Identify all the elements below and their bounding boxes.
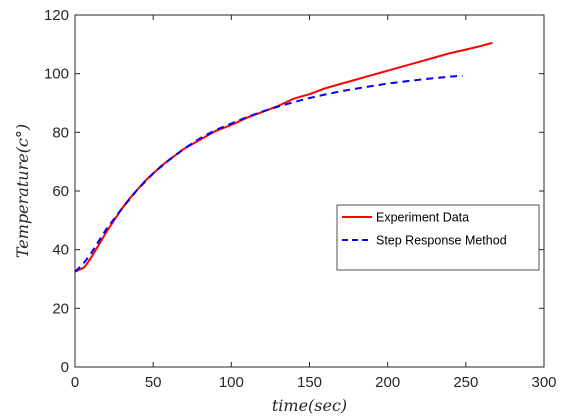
y-tick-label: 120 [44, 7, 69, 24]
series-line-experiment-data [74, 41, 493, 273]
y-tick-label: 40 [52, 242, 69, 259]
legend-label-step-response-method: Step Response Method [376, 234, 507, 248]
y-tick-label: 60 [52, 183, 69, 200]
x-tick-label: 50 [145, 374, 162, 391]
x-tick-label: 200 [375, 374, 400, 391]
y-tick-label: 80 [52, 124, 69, 141]
x-tick-label: 0 [71, 374, 79, 391]
legend: Experiment Data Step Response Method [336, 204, 540, 271]
x-tick-label: 100 [219, 374, 244, 391]
x-tick-label: 150 [297, 374, 322, 391]
plot-area [75, 15, 544, 367]
y-tick-label: 20 [52, 300, 69, 317]
legend-label-experiment-data: Experiment Data [376, 211, 469, 225]
y-axis-label: Temperature(c°) [13, 124, 32, 258]
legend-box [336, 204, 540, 271]
ticks-layer: 0 50 100 150 200 250 300 0 20 40 60 80 100 120 [44, 7, 557, 391]
series-layer [74, 41, 493, 273]
x-axis-label: time(sec) [272, 396, 347, 415]
y-tick-label: 100 [44, 66, 69, 83]
y-tick-label: 0 [61, 359, 69, 376]
series-line-step-response-method [74, 74, 463, 273]
x-tick-label: 250 [453, 374, 478, 391]
x-tick-label: 300 [531, 374, 556, 391]
